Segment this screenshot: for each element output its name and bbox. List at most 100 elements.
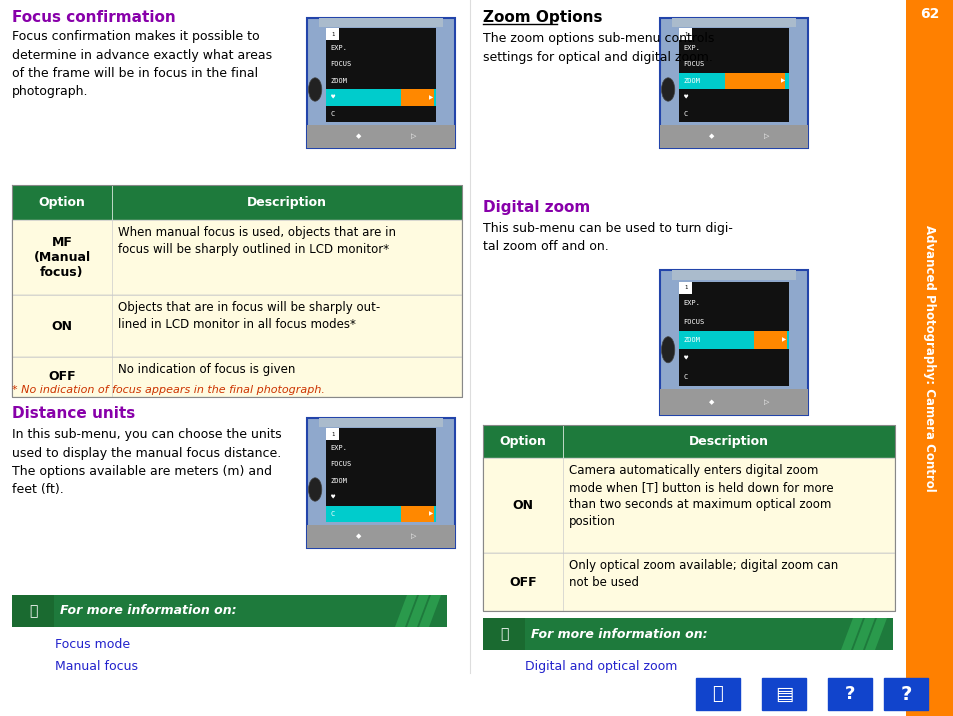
Bar: [12, 595, 54, 627]
Bar: [679, 331, 788, 349]
Ellipse shape: [660, 78, 674, 101]
Bar: [482, 425, 894, 458]
Bar: [326, 428, 436, 522]
Text: ▷: ▷: [763, 133, 768, 140]
Bar: [326, 39, 436, 56]
Bar: [679, 89, 788, 105]
Text: FOCUS: FOCUS: [683, 62, 704, 67]
Bar: [883, 678, 927, 710]
Text: ▷: ▷: [411, 533, 416, 539]
Bar: [679, 29, 788, 122]
Text: 👁: 👁: [499, 627, 508, 641]
Bar: [671, 18, 796, 27]
Text: Advanced Photography: Camera Control: Advanced Photography: Camera Control: [923, 225, 936, 491]
Text: ♥: ♥: [683, 355, 687, 362]
Bar: [482, 618, 524, 650]
Text: ◆: ◆: [708, 399, 714, 405]
Text: EXP.: EXP.: [683, 300, 700, 306]
Text: Zoom Options: Zoom Options: [482, 10, 602, 25]
Bar: [12, 220, 461, 295]
Bar: [679, 72, 788, 89]
Text: ♥: ♥: [331, 494, 335, 500]
Text: ▤: ▤: [774, 684, 792, 704]
Text: No indication of focus is given: No indication of focus is given: [118, 363, 295, 376]
Text: Focus confirmation: Focus confirmation: [12, 10, 175, 25]
Text: This sub-menu can be used to turn digi-
tal zoom off and on.: This sub-menu can be used to turn digi- …: [482, 222, 732, 253]
Bar: [326, 489, 436, 505]
Text: Description: Description: [247, 196, 327, 209]
Text: Focus confirmation makes it possible to
determine in advance exactly what areas
: Focus confirmation makes it possible to …: [12, 30, 272, 99]
Text: ZOOM: ZOOM: [683, 337, 700, 343]
Bar: [696, 678, 740, 710]
Text: C: C: [683, 374, 687, 379]
Polygon shape: [841, 618, 862, 650]
Text: The zoom options sub-menu controls
settings for optical and digital zoom.: The zoom options sub-menu controls setti…: [482, 32, 714, 64]
Bar: [482, 458, 894, 553]
Ellipse shape: [308, 78, 321, 101]
Bar: [12, 295, 461, 357]
Bar: [761, 678, 805, 710]
Bar: [326, 29, 339, 39]
Text: EXP.: EXP.: [331, 45, 347, 51]
Bar: [679, 349, 788, 367]
Bar: [326, 440, 436, 456]
Text: ♥: ♥: [683, 95, 687, 100]
Text: OFF: OFF: [509, 576, 537, 589]
Text: For more information on:: For more information on:: [60, 604, 236, 617]
Text: 1: 1: [331, 32, 335, 37]
Bar: [679, 312, 788, 331]
Bar: [482, 553, 894, 611]
Bar: [659, 125, 807, 148]
Text: C: C: [331, 511, 335, 517]
Text: ▶: ▶: [781, 78, 784, 83]
Text: FOCUS: FOCUS: [331, 62, 352, 67]
Polygon shape: [395, 595, 416, 627]
Bar: [326, 105, 436, 122]
Bar: [326, 89, 436, 105]
Text: FOCUS: FOCUS: [331, 461, 352, 468]
Text: ♥: ♥: [331, 95, 335, 100]
Text: Focus mode: Focus mode: [55, 638, 130, 651]
Bar: [659, 270, 807, 415]
Polygon shape: [418, 595, 440, 627]
Bar: [12, 595, 447, 627]
Bar: [307, 18, 455, 148]
Text: 1: 1: [331, 432, 335, 437]
Text: ?: ?: [900, 684, 911, 704]
Bar: [679, 105, 788, 122]
Text: MF
(Manual
focus): MF (Manual focus): [33, 236, 91, 279]
Bar: [318, 18, 443, 27]
Bar: [905, 0, 953, 28]
Polygon shape: [852, 618, 874, 650]
Bar: [326, 505, 436, 522]
Text: Camera automatically enters digital zoom
mode when [T] button is held down for m: Camera automatically enters digital zoom…: [568, 464, 833, 528]
Text: 👁: 👁: [29, 604, 37, 618]
Bar: [400, 89, 433, 105]
Text: ◆: ◆: [355, 133, 361, 140]
Bar: [400, 505, 433, 522]
Bar: [307, 418, 455, 548]
Bar: [659, 389, 807, 415]
Polygon shape: [864, 618, 886, 650]
Text: Description: Description: [688, 435, 768, 448]
Text: When manual focus is used, objects that are in
focus will be sharply outlined in: When manual focus is used, objects that …: [118, 226, 395, 256]
Text: C: C: [331, 111, 335, 117]
Text: ▷: ▷: [411, 133, 416, 140]
Bar: [724, 72, 784, 89]
Text: 1: 1: [683, 286, 687, 291]
Text: ON: ON: [51, 319, 72, 332]
Bar: [307, 525, 455, 548]
Text: EXP.: EXP.: [331, 445, 347, 451]
Text: For more information on:: For more information on:: [531, 627, 707, 641]
Text: ◆: ◆: [355, 533, 361, 539]
Bar: [318, 418, 443, 427]
Text: EXP.: EXP.: [683, 45, 700, 51]
Bar: [905, 0, 953, 716]
Text: Digital zoom: Digital zoom: [482, 200, 590, 215]
Text: * No indication of focus appears in the final photograph.: * No indication of focus appears in the …: [12, 385, 325, 395]
Text: Distance units: Distance units: [12, 406, 135, 421]
Text: ▶: ▶: [429, 511, 433, 516]
Text: ◆: ◆: [708, 133, 714, 140]
Bar: [12, 185, 461, 220]
Text: ZOOM: ZOOM: [331, 478, 347, 484]
